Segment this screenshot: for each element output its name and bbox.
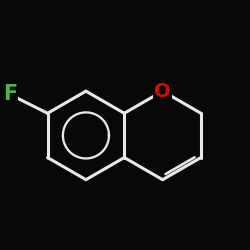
Text: F: F: [3, 84, 17, 104]
Text: O: O: [154, 82, 171, 101]
